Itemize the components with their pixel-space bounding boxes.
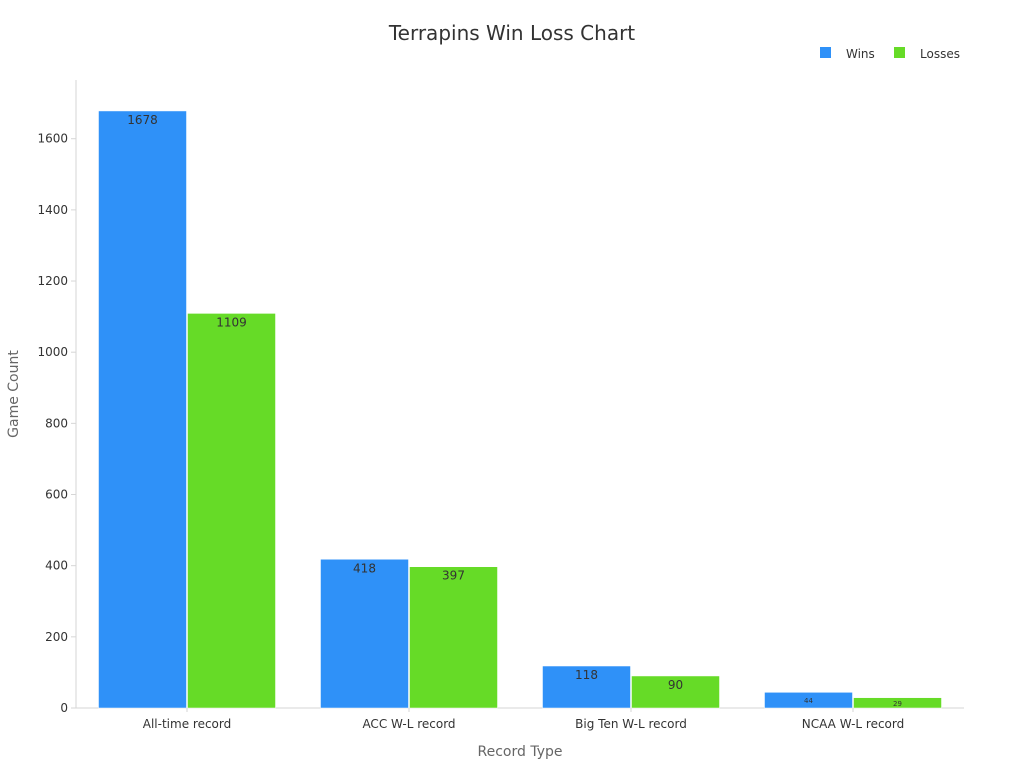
chart-title: Terrapins Win Loss Chart bbox=[388, 21, 635, 45]
bar-value-label: 118 bbox=[575, 668, 598, 682]
legend-label-losses: Losses bbox=[920, 47, 960, 61]
bar-value-label: 418 bbox=[353, 561, 376, 575]
bar-value-label: 90 bbox=[668, 678, 683, 692]
legend-swatch-wins bbox=[820, 47, 831, 58]
bar-wins-2 bbox=[320, 559, 409, 709]
bar-wins-3 bbox=[542, 665, 631, 709]
x-axis-label: Record Type bbox=[478, 744, 563, 760]
bar-value-label: 1678 bbox=[127, 113, 158, 127]
bars bbox=[98, 110, 942, 709]
bar-wins-4 bbox=[764, 692, 853, 709]
y-tick-label: 200 bbox=[45, 630, 68, 644]
y-tick-label: 1600 bbox=[37, 132, 68, 146]
bar-value-labels: 1678 1109 418 397 118 90 44 29 bbox=[127, 113, 902, 708]
y-tick-label: 1400 bbox=[37, 203, 68, 217]
bar-wins-1 bbox=[98, 110, 187, 709]
x-tick-label: All-time record bbox=[143, 717, 231, 731]
x-tick-label: Big Ten W-L record bbox=[575, 717, 687, 731]
y-axis-label: Game Count bbox=[6, 350, 22, 438]
legend-swatch-losses bbox=[894, 47, 905, 58]
x-tick-label: ACC W-L record bbox=[362, 717, 455, 731]
x-axis-ticks: All-time record ACC W-L record Big Ten W-L… bbox=[143, 708, 904, 731]
bar-value-label: 397 bbox=[442, 569, 465, 583]
bar-value-label: 1109 bbox=[216, 315, 247, 329]
x-tick-label: NCAA W-L record bbox=[802, 717, 904, 731]
bar-losses-3 bbox=[631, 675, 720, 709]
bar-losses-1 bbox=[187, 313, 276, 709]
bar-losses-2 bbox=[409, 566, 498, 709]
bar-value-label: 29 bbox=[893, 700, 902, 708]
bar-losses-4 bbox=[853, 697, 942, 709]
y-tick-label: 0 bbox=[60, 701, 68, 715]
y-tick-label: 400 bbox=[45, 559, 68, 573]
y-tick-label: 600 bbox=[45, 488, 68, 502]
y-tick-label: 1200 bbox=[37, 274, 68, 288]
y-axis-ticks: 0 200 400 600 800 1000 1200 1400 1600 bbox=[37, 132, 76, 715]
y-tick-label: 800 bbox=[45, 416, 68, 430]
legend: Wins Losses bbox=[820, 47, 960, 61]
bar-value-label: 44 bbox=[804, 697, 813, 705]
legend-label-wins: Wins bbox=[846, 47, 875, 61]
y-tick-label: 1000 bbox=[37, 345, 68, 359]
